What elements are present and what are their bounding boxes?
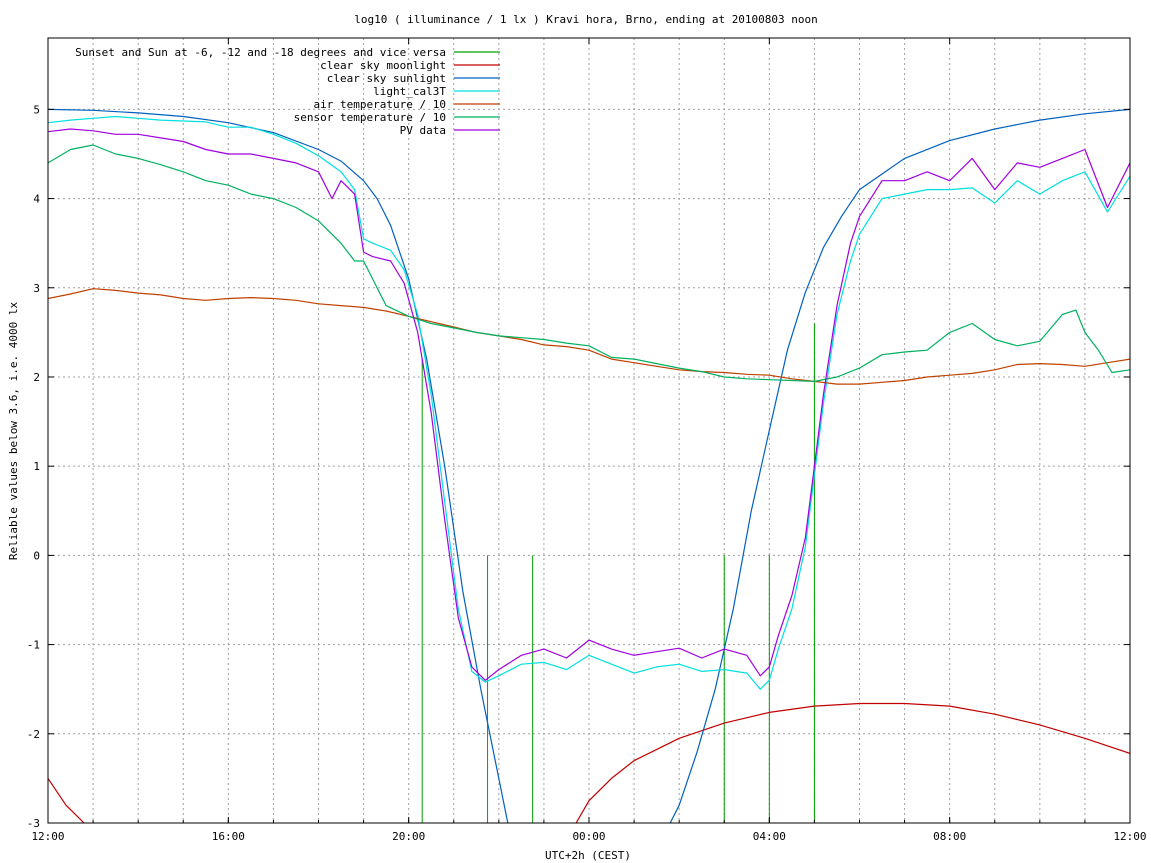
x-tick-label: 20:00 — [392, 830, 425, 843]
y-tick-label: 4 — [33, 193, 40, 206]
series-line — [48, 144, 1130, 382]
series-6 — [48, 128, 1130, 681]
x-tick-label: 12:00 — [1113, 830, 1146, 843]
y-axis-ticks: -3 -2 -1 0 1 2 3 4 5 — [27, 103, 1130, 830]
legend-label: Sunset and Sun at -6, -12 and -18 degree… — [75, 46, 446, 59]
x-axis-ticks: 12:00 16:00 20:00 00:00 04:00 08:00 12:00 — [31, 38, 1147, 843]
series-2 — [48, 108, 1130, 823]
y-tick-label: 1 — [33, 460, 40, 473]
x-tick-label: 12:00 — [31, 830, 64, 843]
series-1 — [48, 702, 1130, 823]
legend-label: light_cal3T — [373, 85, 446, 98]
series-line — [48, 115, 1130, 690]
y-tick-label: 0 — [33, 549, 40, 562]
legend-label: sensor temperature / 10 — [294, 111, 446, 124]
series-4 — [48, 288, 1130, 385]
series-line — [48, 128, 1130, 681]
x-tick-label: 08:00 — [933, 830, 966, 843]
series-0 — [421, 323, 815, 823]
y-axis-label: Reliable values below 3.6, i.e. 4000 lx — [7, 301, 20, 560]
y-tick-label: -1 — [27, 639, 40, 652]
series-line — [48, 108, 1130, 823]
legend-label: air temperature / 10 — [314, 98, 446, 111]
series-3 — [48, 115, 1130, 690]
series-line — [48, 288, 1130, 385]
series-5 — [48, 144, 1130, 382]
chart-title: log10 ( illuminance / 1 lx ) Kravi hora,… — [354, 13, 818, 26]
x-tick-label: 16:00 — [212, 830, 245, 843]
y-tick-label: 3 — [33, 282, 40, 295]
x-tick-label: 00:00 — [572, 830, 605, 843]
x-tick-label: 04:00 — [753, 830, 786, 843]
y-tick-label: 2 — [33, 371, 40, 384]
legend-label: clear sky sunlight — [327, 72, 446, 85]
x-axis-label: UTC+2h (CEST) — [545, 849, 631, 862]
legend-label: clear sky moonlight — [320, 59, 446, 72]
series-layer — [48, 108, 1130, 823]
legend: Sunset and Sun at -6, -12 and -18 degree… — [75, 46, 500, 137]
series-line — [48, 702, 1130, 823]
y-tick-label: -2 — [27, 728, 40, 741]
legend-label: PV data — [400, 124, 446, 137]
y-tick-label: -3 — [27, 817, 40, 830]
grid — [48, 38, 1130, 823]
y-tick-label: 5 — [33, 103, 40, 116]
